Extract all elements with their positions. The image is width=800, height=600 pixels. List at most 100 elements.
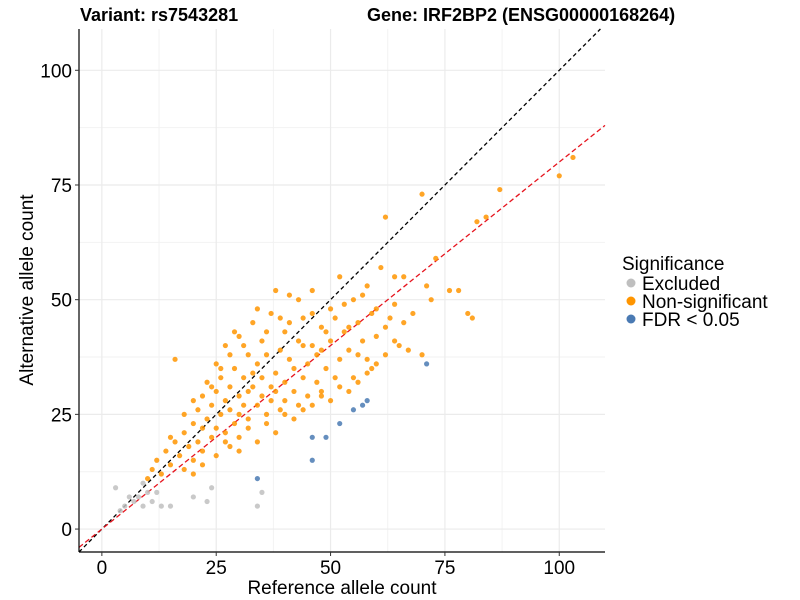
point-non-significant bbox=[359, 292, 366, 298]
point-non-significant bbox=[254, 439, 260, 445]
point-excluded bbox=[204, 498, 210, 505]
point-non-significant bbox=[291, 388, 297, 395]
point-non-significant bbox=[373, 306, 379, 312]
point-non-significant bbox=[241, 342, 247, 349]
point-excluded bbox=[158, 503, 164, 509]
reference-lines bbox=[78, 28, 606, 553]
point-non-significant bbox=[401, 274, 407, 280]
point-non-significant bbox=[213, 425, 219, 431]
point-fdr-0-05 bbox=[350, 407, 357, 413]
point-non-significant bbox=[236, 411, 242, 417]
point-non-significant bbox=[245, 352, 251, 358]
point-non-significant bbox=[332, 375, 338, 381]
point-non-significant bbox=[350, 375, 357, 381]
point-non-significant bbox=[309, 402, 315, 408]
point-non-significant bbox=[346, 324, 352, 330]
point-non-significant bbox=[268, 398, 274, 404]
point-non-significant bbox=[382, 352, 389, 358]
point-non-significant bbox=[556, 173, 562, 179]
point-non-significant bbox=[364, 283, 370, 289]
point-non-significant bbox=[309, 310, 315, 317]
point-non-significant bbox=[231, 365, 238, 372]
point-excluded bbox=[117, 508, 123, 514]
point-non-significant bbox=[190, 398, 196, 404]
point-non-significant bbox=[195, 439, 201, 445]
point-non-significant bbox=[236, 333, 242, 339]
reference-line-fit bbox=[78, 124, 606, 548]
point-non-significant bbox=[570, 154, 576, 161]
point-non-significant bbox=[410, 310, 416, 317]
point-non-significant bbox=[149, 466, 155, 473]
point-non-significant bbox=[318, 393, 325, 399]
point-non-significant bbox=[318, 388, 325, 395]
point-non-significant bbox=[286, 320, 292, 326]
point-excluded bbox=[140, 503, 146, 509]
point-non-significant bbox=[474, 219, 480, 225]
data-points bbox=[112, 154, 576, 514]
point-non-significant bbox=[263, 352, 270, 358]
point-non-significant bbox=[314, 352, 320, 358]
point-non-significant bbox=[300, 407, 306, 413]
point-non-significant bbox=[190, 471, 196, 477]
point-non-significant bbox=[282, 379, 288, 385]
point-non-significant bbox=[209, 434, 215, 440]
point-non-significant bbox=[227, 407, 233, 413]
point-non-significant bbox=[268, 384, 274, 390]
point-non-significant bbox=[263, 329, 270, 335]
point-non-significant bbox=[273, 287, 279, 294]
title-gene: Gene: IRF2BP2 (ENSG00000168264) bbox=[367, 5, 675, 25]
point-non-significant bbox=[213, 361, 219, 367]
point-non-significant bbox=[364, 370, 370, 376]
point-fdr-0-05 bbox=[337, 420, 343, 427]
x-tick-label: 75 bbox=[434, 558, 455, 579]
point-non-significant bbox=[300, 342, 306, 349]
point-non-significant bbox=[222, 342, 228, 349]
y-tick-label: 25 bbox=[51, 405, 72, 426]
x-tick-label: 0 bbox=[97, 558, 108, 579]
point-non-significant bbox=[259, 393, 265, 399]
point-non-significant bbox=[291, 416, 297, 422]
point-non-significant bbox=[373, 333, 379, 339]
point-non-significant bbox=[273, 370, 279, 376]
point-non-significant bbox=[428, 297, 434, 303]
point-non-significant bbox=[396, 342, 402, 349]
point-non-significant bbox=[209, 402, 215, 408]
point-non-significant bbox=[295, 402, 302, 408]
axes bbox=[78, 29, 605, 553]
point-non-significant bbox=[405, 347, 411, 353]
point-fdr-0-05 bbox=[364, 398, 370, 404]
point-non-significant bbox=[218, 375, 224, 381]
point-non-significant bbox=[392, 301, 398, 307]
point-excluded bbox=[131, 498, 137, 505]
point-non-significant bbox=[286, 356, 292, 362]
point-non-significant bbox=[364, 356, 370, 362]
point-non-significant bbox=[497, 186, 503, 193]
point-non-significant bbox=[181, 466, 187, 473]
point-non-significant bbox=[282, 398, 288, 404]
point-non-significant bbox=[433, 255, 439, 261]
point-non-significant bbox=[387, 315, 393, 321]
point-non-significant bbox=[341, 329, 347, 335]
legend-title: Significance bbox=[622, 254, 724, 275]
point-non-significant bbox=[318, 347, 325, 353]
point-non-significant bbox=[483, 214, 489, 220]
point-non-significant bbox=[382, 214, 389, 220]
point-non-significant bbox=[305, 393, 311, 399]
point-non-significant bbox=[268, 310, 274, 317]
point-non-significant bbox=[327, 398, 334, 404]
point-non-significant bbox=[286, 292, 292, 298]
point-non-significant bbox=[241, 375, 247, 381]
point-non-significant bbox=[273, 430, 279, 436]
point-non-significant bbox=[158, 471, 164, 477]
y-tick-label: 100 bbox=[40, 61, 72, 82]
point-excluded bbox=[190, 494, 196, 500]
legend-key-excluded bbox=[626, 278, 636, 288]
point-non-significant bbox=[373, 361, 379, 367]
point-non-significant bbox=[314, 379, 320, 385]
point-non-significant bbox=[172, 356, 178, 362]
point-non-significant bbox=[446, 287, 453, 294]
legend-key-fdr-0-05 bbox=[626, 314, 636, 324]
point-non-significant bbox=[263, 411, 270, 417]
point-non-significant bbox=[231, 329, 238, 335]
point-non-significant bbox=[167, 462, 174, 468]
